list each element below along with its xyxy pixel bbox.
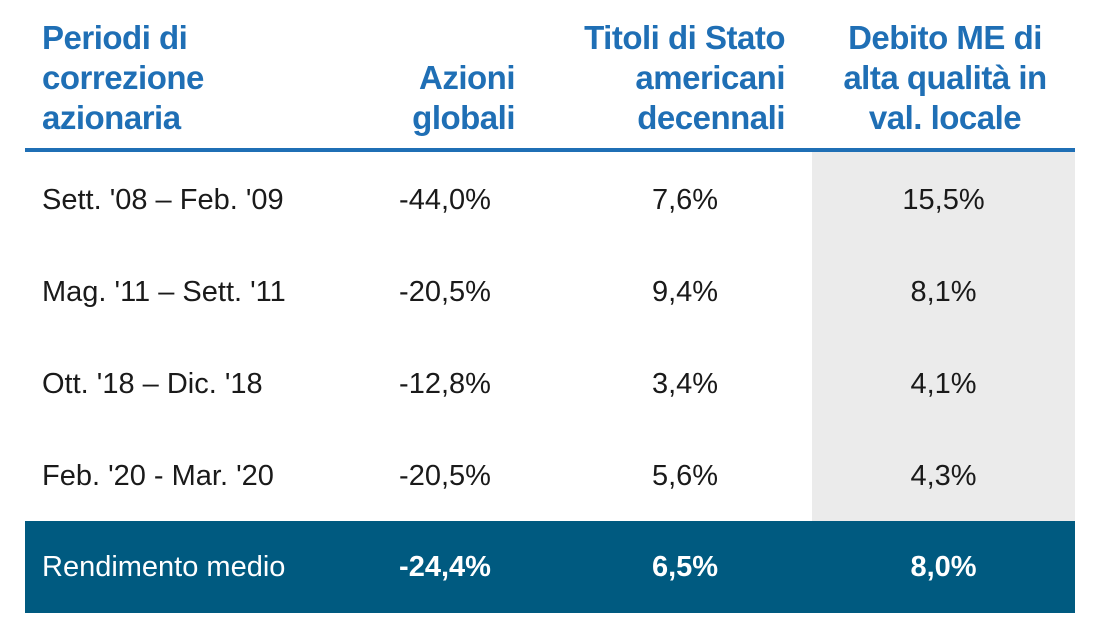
header-us-treasuries-line-3: decennali: [637, 99, 785, 136]
cell-period: Ott. '18 – Dic. '18: [42, 368, 263, 400]
header-em-debt-line-3: val. locale: [868, 99, 1022, 136]
table-header: Periodi di correzione azionaria Azioni g…: [25, 0, 1075, 152]
cell-em-debt: 4,1%: [910, 368, 977, 400]
cell-em-debt: 4,3%: [910, 460, 977, 492]
highlight-column-background: [812, 152, 1075, 521]
header-em-debt-line-1: Debito ME di: [848, 19, 1042, 56]
footer-us-treasuries: 6,5%: [651, 551, 719, 583]
table-body: Sett. '08 – Feb. '09 -44,0% 7,6% 15,5% M…: [25, 152, 1075, 521]
header-global-equities-line-1: Azioni: [419, 59, 515, 96]
header-em-debt-line-2: alta qualità in: [843, 59, 1047, 96]
header-us-treasuries: Titoli di Stato americani decennali: [555, 18, 785, 138]
table-row: Mag. '11 – Sett. '11 -20,5% 9,4% 8,1%: [25, 272, 1075, 312]
cell-period: Feb. '20 - Mar. '20: [42, 460, 274, 492]
returns-table: Periodi di correzione azionaria Azioni g…: [25, 0, 1075, 613]
cell-global-equities: -12,8%: [399, 368, 491, 400]
table-row: Ott. '18 – Dic. '18 -12,8% 3,4% 4,1%: [25, 364, 1075, 404]
footer-global-equities: -24,4%: [399, 551, 491, 583]
cell-em-debt: 8,1%: [910, 276, 977, 308]
footer-em-debt: 8,0%: [910, 551, 977, 583]
cell-global-equities: -20,5%: [399, 460, 491, 492]
header-em-debt: Debito ME di alta qualità in val. locale: [815, 18, 1075, 138]
header-period-line-3: azionaria: [42, 99, 181, 136]
header-global-equities-line-2: globali: [412, 99, 515, 136]
footer-label: Rendimento medio: [42, 551, 286, 583]
header-us-treasuries-line-2: americani: [635, 59, 785, 96]
cell-em-debt: 15,5%: [902, 184, 985, 216]
table-row: Sett. '08 – Feb. '09 -44,0% 7,6% 15,5%: [25, 180, 1075, 220]
average-return-row: Rendimento medio -24,4% 6,5% 8,0%: [25, 521, 1075, 613]
cell-global-equities: -44,0%: [399, 184, 491, 216]
cell-period: Sett. '08 – Feb. '09: [42, 184, 284, 216]
cell-global-equities: -20,5%: [399, 276, 491, 308]
table-row: Feb. '20 - Mar. '20 -20,5% 5,6% 4,3%: [25, 456, 1075, 496]
header-global-equities: Azioni globali: [355, 58, 515, 138]
header-period: Periodi di correzione azionaria: [42, 18, 342, 138]
header-us-treasuries-line-1: Titoli di Stato: [584, 19, 785, 56]
cell-us-treasuries: 3,4%: [651, 368, 719, 400]
cell-us-treasuries: 9,4%: [651, 276, 719, 308]
header-period-line-1: Periodi di: [42, 19, 188, 56]
cell-us-treasuries: 5,6%: [651, 460, 719, 492]
cell-period: Mag. '11 – Sett. '11: [42, 276, 286, 308]
header-period-line-2: correzione: [42, 59, 204, 96]
cell-us-treasuries: 7,6%: [651, 184, 719, 216]
